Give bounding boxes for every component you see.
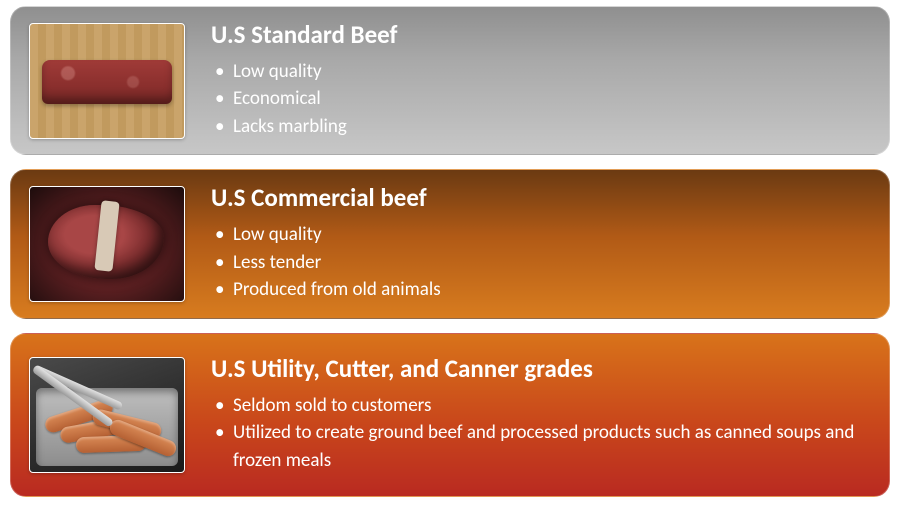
bullet-item: Produced from old animals: [215, 276, 871, 304]
grade-bullets: Low quality Less tender Produced from ol…: [211, 221, 871, 304]
bullet-item: Seldom sold to customers: [215, 392, 871, 420]
grade-text-utility: U.S Utility, Cutter, and Canner grades S…: [211, 355, 871, 474]
grade-card-standard: U.S Standard Beef Low quality Economical…: [10, 6, 890, 155]
grade-card-utility: U.S Utility, Cutter, and Canner grades S…: [10, 333, 890, 497]
grade-image-utility: [29, 357, 185, 473]
bullet-item: Less tender: [215, 249, 871, 277]
bullet-item: Low quality: [215, 58, 871, 86]
grade-title: U.S Utility, Cutter, and Canner grades: [211, 355, 871, 384]
grade-title: U.S Commercial beef: [211, 184, 871, 213]
bullet-item: Utilized to create ground beef and proce…: [215, 419, 871, 474]
grade-image-commercial: [29, 186, 185, 302]
grade-text-commercial: U.S Commercial beef Low quality Less ten…: [211, 184, 871, 303]
grade-title: U.S Standard Beef: [211, 21, 871, 50]
grade-text-standard: U.S Standard Beef Low quality Economical…: [211, 21, 871, 140]
bullet-item: Lacks marbling: [215, 113, 871, 141]
grade-bullets: Low quality Economical Lacks marbling: [211, 58, 871, 141]
grade-image-standard: [29, 23, 185, 139]
bullet-item: Low quality: [215, 221, 871, 249]
bullet-item: Economical: [215, 85, 871, 113]
grade-card-commercial: U.S Commercial beef Low quality Less ten…: [10, 169, 890, 318]
grade-bullets: Seldom sold to customers Utilized to cre…: [211, 392, 871, 475]
